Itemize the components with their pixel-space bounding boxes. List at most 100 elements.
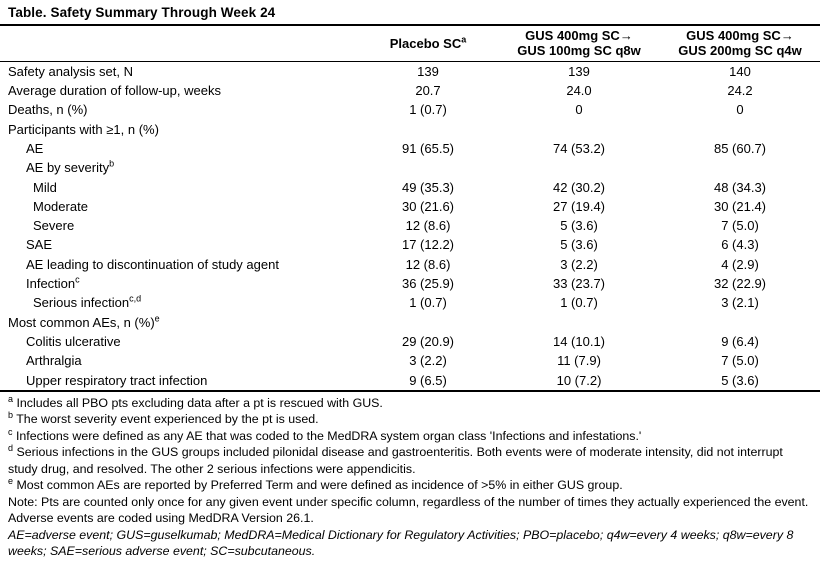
- table-row: Upper respiratory tract infection 9 (6.5)…: [0, 370, 820, 390]
- cell-value: 42 (30.2): [552, 179, 606, 195]
- row-label: Serious infectionc,d: [33, 294, 142, 311]
- cell-value: 5 (3.6): [560, 218, 598, 234]
- row-label: SAE: [26, 237, 53, 253]
- table-row: Mild 49 (35.3) 42 (30.2) 48 (34.3): [0, 177, 820, 196]
- table-row: AE leading to discontinuation of study a…: [0, 255, 820, 274]
- footnote: b The worst severity event experienced b…: [8, 410, 319, 427]
- cell-value: 9 (6.4): [721, 333, 759, 349]
- cell-value: 30 (21.4): [713, 198, 767, 214]
- column-header-placebo-label: Placebo SC: [389, 35, 462, 51]
- cell-value: 33 (23.7): [552, 276, 606, 292]
- cell-value: 91 (65.5): [401, 140, 455, 156]
- cell-value: [660, 120, 820, 139]
- cell-value: 139: [417, 63, 439, 79]
- footnote-sup: c: [8, 426, 13, 437]
- cell-value: 11 (7.9): [557, 353, 601, 369]
- cell-value: 29 (20.9): [401, 333, 455, 349]
- row-label: AE: [26, 140, 44, 156]
- cell-value: 12 (8.6): [405, 218, 451, 234]
- cell-value: 4 (2.9): [721, 256, 759, 272]
- footnote: a Includes all PBO pts excluding data af…: [8, 393, 383, 410]
- column-header-gus-q8w: GUS 400mg SC→ GUS 100mg SC q8w: [498, 26, 660, 62]
- column-header-placebo-sup: a: [461, 34, 467, 45]
- cell-value: 7 (5.0): [721, 218, 759, 234]
- cell-value: [358, 313, 498, 332]
- cell-value: 5 (3.6): [560, 237, 598, 253]
- row-label: Average duration of follow-up, weeks: [8, 83, 221, 99]
- table-row: AE by severityb: [0, 158, 820, 177]
- cell-value: [358, 120, 498, 139]
- cell-value: [498, 120, 660, 139]
- table-row: Colitis ulcerative 29 (20.9) 14 (10.1) 9 (6…: [0, 332, 820, 351]
- table-row: Serious infectionc,d 1 (0.7) 1 (0.7) 3 (2.1…: [0, 293, 820, 312]
- column-header-gus-q4w-line1: GUS 400mg SC→: [686, 28, 794, 43]
- row-label: Infectionc: [26, 274, 80, 292]
- row-label-sup: b: [109, 158, 115, 169]
- footnote-sup: b: [8, 410, 14, 421]
- row-label: Colitis ulcerative: [26, 333, 121, 349]
- cell-value: 1 (0.7): [409, 102, 447, 118]
- header-row-label-spacer: [0, 26, 358, 62]
- row-label: Mild: [33, 179, 57, 195]
- column-header-placebo: Placebo SCa: [358, 26, 498, 62]
- footnote-sup: d: [8, 443, 14, 454]
- row-label: Most common AEs, n (%)e: [8, 313, 160, 330]
- cell-value: [498, 158, 660, 177]
- table-row: Infectionc 36 (25.9) 33 (23.7) 32 (22.9): [0, 274, 820, 293]
- table-title: Table. Safety Summary Through Week 24: [0, 0, 820, 26]
- header-row: Placebo SCa GUS 400mg SC→ GUS 100mg SC q8…: [0, 26, 820, 62]
- column-header-gus-q4w: GUS 400mg SC→ GUS 200mg SC q4w: [660, 26, 820, 62]
- table-row: Severe 12 (8.6) 5 (3.6) 7 (5.0): [0, 216, 820, 235]
- cell-value: 3 (2.2): [560, 256, 598, 272]
- row-label: Moderate: [33, 198, 88, 214]
- cell-value: 6 (4.3): [721, 237, 759, 253]
- cell-value: 24.0: [566, 83, 592, 99]
- cell-value: 3 (2.2): [409, 353, 447, 369]
- cell-value: 10 (7.2): [556, 372, 602, 388]
- table-row: SAE 17 (12.2) 5 (3.6) 6 (4.3): [0, 235, 820, 254]
- column-header-gus-q4w-line2: GUS 200mg SC q4w: [678, 43, 802, 59]
- footnote: d Serious infections in the GUS groups i…: [8, 443, 783, 476]
- cell-value: 0: [736, 102, 744, 118]
- row-label-sup: c: [75, 274, 80, 285]
- footnotes: a Includes all PBO pts excluding data af…: [0, 392, 820, 562]
- table-body: Safety analysis set, N 139 139 140 Average d…: [0, 61, 820, 391]
- table-row: Deaths, n (%) 1 (0.7) 0 0: [0, 100, 820, 119]
- cell-value: 0: [575, 102, 583, 118]
- table-header: Placebo SCa GUS 400mg SC→ GUS 100mg SC q8…: [0, 26, 820, 62]
- cell-value: 5 (3.6): [721, 372, 759, 388]
- cell-value: 17 (12.2): [401, 237, 455, 253]
- cell-value: 7 (5.0): [721, 353, 759, 369]
- table-row: Arthralgia 3 (2.2) 11 (7.9) 7 (5.0): [0, 351, 820, 370]
- table-row: Average duration of follow-up, weeks 20.7…: [0, 81, 820, 100]
- row-label: Deaths, n (%): [8, 102, 88, 118]
- cell-value: 9 (6.5): [409, 372, 447, 388]
- row-label: Participants with ≥1, n (%): [8, 121, 159, 137]
- row-label: Upper respiratory tract infection: [26, 372, 208, 388]
- footnote-sup: e: [8, 476, 14, 487]
- footnote: AE=adverse event; GUS=guselkumab; MedDRA…: [8, 527, 794, 559]
- table-row: Participants with ≥1, n (%): [0, 120, 820, 139]
- cell-value: [660, 313, 820, 332]
- column-header-gus-q8w-line1: GUS 400mg SC→: [525, 28, 633, 43]
- cell-value: 24.2: [727, 83, 753, 99]
- row-label-sup: c,d: [129, 294, 142, 305]
- row-label-sup: e: [154, 313, 160, 324]
- cell-value: 74 (53.2): [552, 140, 606, 156]
- row-label: Arthralgia: [26, 353, 82, 369]
- safety-table: Placebo SCa GUS 400mg SC→ GUS 100mg SC q8…: [0, 26, 820, 392]
- row-label: AE leading to discontinuation of study a…: [26, 256, 279, 272]
- cell-value: 36 (25.9): [401, 276, 455, 292]
- cell-value: 140: [729, 63, 751, 79]
- cell-value: 30 (21.6): [401, 198, 455, 214]
- cell-value: 20.7: [415, 83, 441, 99]
- cell-value: 27 (19.4): [552, 198, 606, 214]
- cell-value: 3 (2.1): [721, 295, 759, 311]
- table-row: Safety analysis set, N 139 139 140: [0, 61, 820, 81]
- row-label: Severe: [33, 218, 75, 234]
- cell-value: 49 (35.3): [401, 179, 455, 195]
- cell-value: 1 (0.7): [560, 295, 598, 311]
- table-row: AE 91 (65.5) 74 (53.2) 85 (60.7): [0, 139, 820, 158]
- cell-value: 48 (34.3): [713, 179, 767, 195]
